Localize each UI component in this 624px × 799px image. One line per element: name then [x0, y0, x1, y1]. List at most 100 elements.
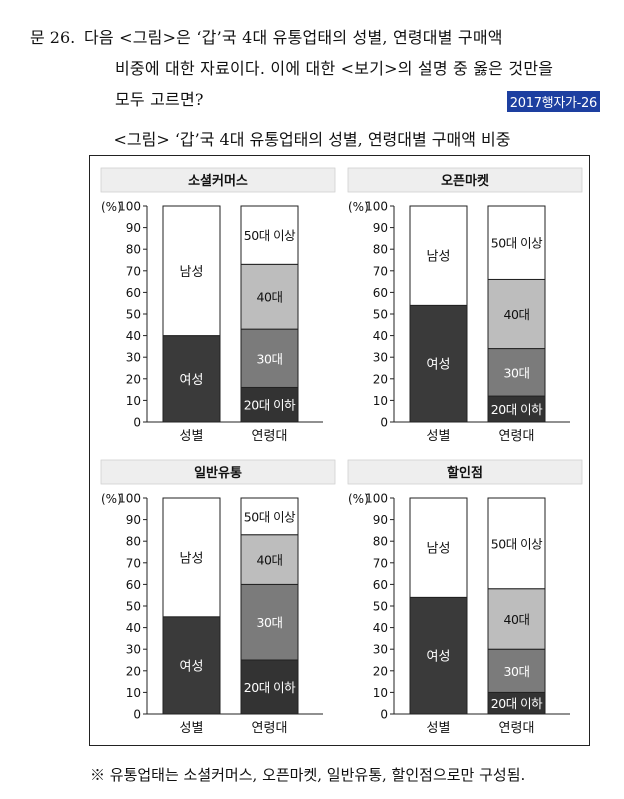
chart-title: 소셜커머스 [188, 173, 248, 189]
x-category-label: 성별 [427, 429, 451, 444]
y-tick-label: 90 [373, 513, 388, 527]
y-tick-label: 70 [373, 264, 388, 278]
figure-frame: 소셜커머스 (%) 0 10 20 30 40 50 60 70 80 90 100 여성 남성 20대 이하… [89, 155, 590, 746]
bar-segment-gender [409, 497, 468, 598]
bar-segment-age [487, 588, 546, 650]
question-line-1: 다음 <그림>은 ‘갑’국 4대 유통업태의 성별, 연령대별 구매액 [84, 28, 503, 47]
y-tick-label: 30 [126, 351, 141, 365]
question-line-3: 모두 고르면? [115, 90, 204, 109]
chart-header [347, 167, 583, 193]
question-line-2: 비중에 대한 자료이다. 이에 대한 <보기>의 설명 중 옳은 것만을 [115, 59, 554, 78]
segment-label: 여성 [180, 659, 204, 674]
x-category-label: 연령대 [252, 721, 288, 736]
x-category-label: 연령대 [499, 721, 535, 736]
segment-label: 남성 [180, 265, 204, 280]
y-tick-label: 0 [380, 416, 388, 430]
y-tick-label: 70 [126, 264, 141, 278]
chart-title: 할인점 [447, 465, 483, 481]
chart-panel-4: 할인점 (%) 0 10 20 30 40 50 60 70 80 90 100 여성 남성 20대 이하 30… [347, 459, 583, 736]
chart-title: 오픈마켓 [441, 173, 489, 189]
y-tick-label: 30 [373, 351, 388, 365]
source-tag: 2017행자가-26 [506, 91, 600, 112]
footnote: ※ 유통업태는 소셜커머스, 오픈마켓, 일반유통, 할인점으로만 구성됨. [90, 766, 526, 784]
bar-segment-gender [162, 205, 221, 337]
y-tick-label: 60 [126, 286, 141, 300]
chart-header [100, 167, 336, 193]
chart-panel-3: 일반유통 (%) 0 10 20 30 40 50 60 70 80 90 100 여성 남성 20대 이하 3… [100, 459, 336, 736]
y-tick-label: 30 [373, 643, 388, 657]
y-tick-label: 10 [126, 686, 141, 700]
bar-segment-age [240, 205, 299, 265]
segment-label: 50대 이상 [491, 536, 543, 551]
y-tick-label: 0 [133, 416, 141, 430]
bar-segment-age [487, 395, 546, 423]
y-tick-label: 80 [126, 243, 141, 257]
y-tick-label: 100 [365, 200, 388, 214]
segment-label: 50대 이상 [244, 509, 296, 524]
y-tick-label: 50 [373, 308, 388, 322]
segment-label: 20대 이하 [244, 398, 296, 413]
y-tick-label: 40 [126, 329, 141, 343]
y-tick-label: 100 [365, 492, 388, 506]
y-tick-label: 40 [373, 621, 388, 635]
segment-label: 30대 [504, 365, 530, 380]
bar-segment-gender [409, 205, 468, 306]
y-tick-label: 70 [126, 556, 141, 570]
chart-title: 일반유통 [194, 465, 242, 481]
y-tick-label: 40 [373, 329, 388, 343]
x-category-label: 성별 [180, 429, 204, 444]
y-axis-unit: (%) [348, 492, 369, 506]
y-tick-label: 70 [373, 556, 388, 570]
y-tick-label: 80 [373, 243, 388, 257]
bar-segment-gender [162, 335, 221, 423]
x-category-label: 연령대 [499, 429, 535, 444]
y-tick-label: 0 [133, 708, 141, 722]
y-axis-unit: (%) [348, 200, 369, 214]
y-tick-label: 10 [373, 686, 388, 700]
segment-label: 40대 [257, 290, 283, 305]
y-tick-label: 0 [380, 708, 388, 722]
y-tick-label: 20 [373, 664, 388, 678]
bar-segment-age [240, 659, 299, 715]
segment-label: 20대 이하 [491, 696, 543, 711]
segment-label: 여성 [427, 650, 451, 665]
y-tick-label: 90 [126, 513, 141, 527]
y-tick-label: 60 [373, 578, 388, 592]
y-tick-label: 10 [126, 394, 141, 408]
y-tick-label: 20 [126, 664, 141, 678]
bar-segment-age [240, 386, 299, 423]
y-tick-label: 90 [126, 221, 141, 235]
y-tick-label: 20 [373, 372, 388, 386]
segment-label: 30대 [257, 615, 283, 630]
segment-label: 30대 [257, 351, 283, 366]
segment-label: 50대 이상 [244, 228, 296, 243]
y-tick-label: 50 [126, 308, 141, 322]
y-axis-unit: (%) [101, 200, 122, 214]
y-tick-label: 10 [373, 394, 388, 408]
question-number: 문 26. [30, 28, 76, 47]
bar-segment-gender [162, 497, 221, 618]
chart-header [100, 459, 336, 485]
segment-label: 남성 [427, 542, 451, 557]
y-tick-label: 80 [126, 535, 141, 549]
chart-panel-1: 소셜커머스 (%) 0 10 20 30 40 50 60 70 80 90 100 여성 남성 20대 이하… [100, 167, 336, 444]
x-category-label: 성별 [180, 721, 204, 736]
segment-label: 20대 이하 [244, 680, 296, 695]
y-tick-label: 100 [118, 200, 141, 214]
bar-segment-age [240, 534, 299, 585]
y-tick-label: 100 [118, 492, 141, 506]
chart-panel-2: 오픈마켓 (%) 0 10 20 30 40 50 60 70 80 90 100 여성 남성 20대 이하 3… [347, 167, 583, 444]
bar-segment-age [487, 648, 546, 693]
segment-label: 남성 [180, 551, 204, 566]
y-tick-label: 80 [373, 535, 388, 549]
bar-segment-age [240, 328, 299, 388]
y-tick-label: 30 [126, 643, 141, 657]
y-tick-label: 60 [373, 286, 388, 300]
bar-segment-age [240, 497, 299, 536]
segment-label: 20대 이하 [491, 402, 543, 417]
y-tick-label: 50 [373, 600, 388, 614]
segment-label: 여성 [427, 358, 451, 373]
y-tick-label: 20 [126, 372, 141, 386]
bar-segment-age [487, 497, 546, 590]
